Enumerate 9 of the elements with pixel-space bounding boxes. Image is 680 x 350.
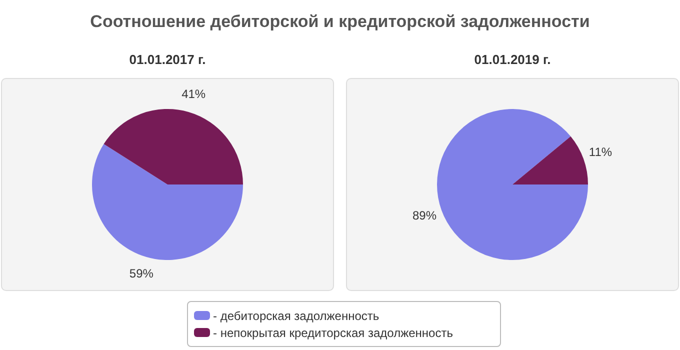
legend-label: - дебиторская задолженность bbox=[213, 308, 380, 322]
chart-title: 01.01.2017 г. bbox=[128, 52, 207, 67]
data-label: 59% bbox=[129, 266, 154, 281]
data-label: 11% bbox=[588, 145, 612, 160]
legend-label: - непокрытая кредиторская задолженность bbox=[213, 326, 453, 340]
chart-title: 01.01.2019 г. bbox=[473, 52, 552, 67]
text: Соотношение дебиторской и кредиторской задолженности bbox=[89, 12, 591, 32]
data-label: 41% bbox=[182, 87, 206, 102]
data-label: 89% bbox=[412, 208, 437, 222]
